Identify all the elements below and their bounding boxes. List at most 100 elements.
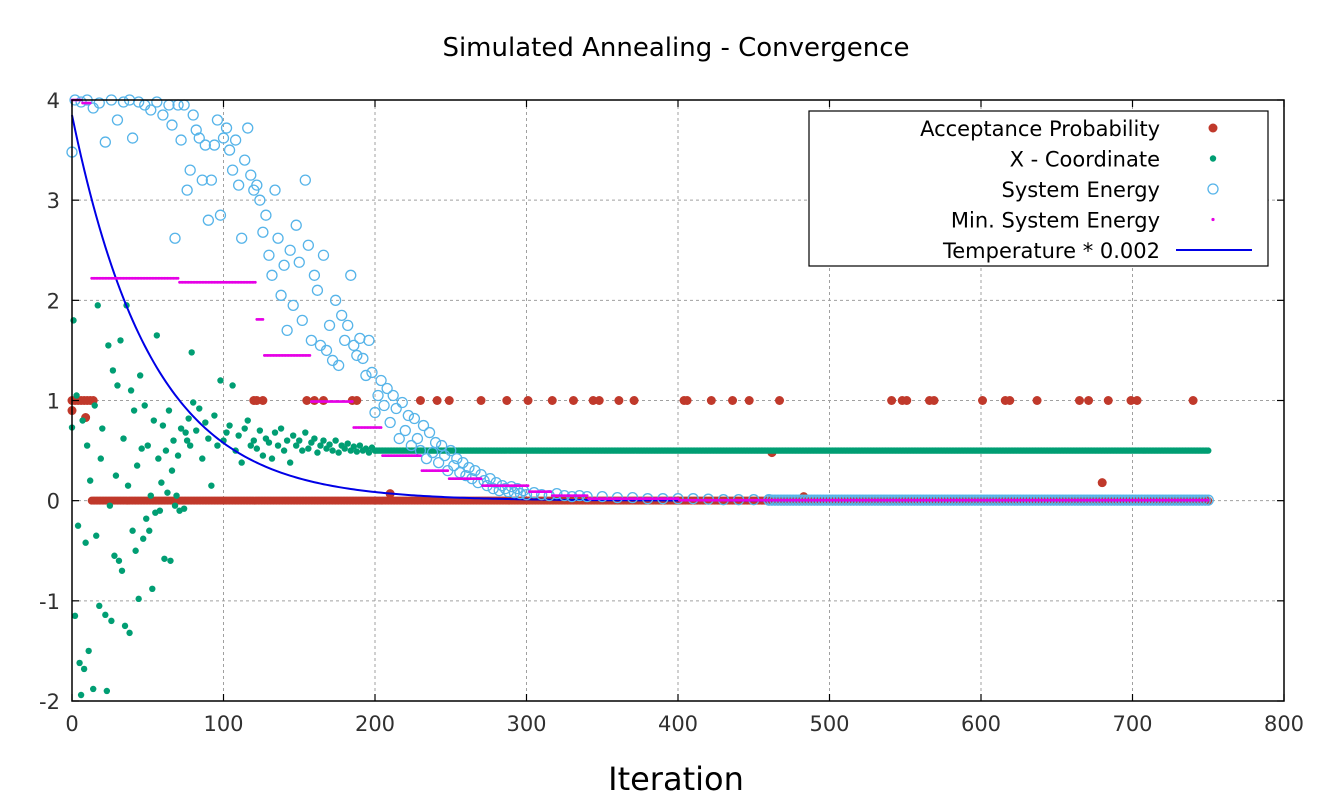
system-energy-point bbox=[499, 482, 511, 495]
y-tick-label: 1 bbox=[47, 390, 60, 414]
x-tick-label: 200 bbox=[355, 712, 395, 736]
y-tick-label: 2 bbox=[47, 289, 60, 313]
x-tick-label: 0 bbox=[65, 712, 78, 736]
x-coordinate-point bbox=[238, 459, 245, 466]
x-coordinate-point bbox=[97, 455, 104, 462]
x-coordinate-point bbox=[280, 447, 288, 454]
x-coordinate-point bbox=[332, 437, 339, 444]
system-energy-point bbox=[402, 409, 414, 422]
legend-label: Temperature * 0.002 bbox=[942, 239, 1160, 263]
system-energy-point bbox=[232, 179, 245, 191]
x-coordinate-point bbox=[302, 429, 309, 436]
system-energy-point bbox=[411, 432, 424, 445]
acceptance-point bbox=[302, 396, 312, 405]
x-coordinate-point bbox=[226, 422, 233, 429]
legend-marker bbox=[1211, 217, 1215, 222]
legend-label: Acceptance Probability bbox=[920, 117, 1160, 141]
acceptance-point bbox=[594, 396, 604, 405]
x-coordinate-point bbox=[244, 417, 251, 424]
x-coordinate-point bbox=[105, 342, 112, 349]
x-coordinate-point bbox=[146, 527, 153, 534]
legend-label: System Energy bbox=[1001, 178, 1160, 202]
system-energy-point bbox=[226, 164, 239, 176]
acceptance-point bbox=[1084, 396, 1094, 405]
x-coordinate-point bbox=[202, 419, 209, 426]
system-energy-point bbox=[339, 334, 351, 347]
system-energy-point bbox=[329, 294, 342, 306]
x-coordinate-point bbox=[256, 427, 264, 434]
system-energy-point bbox=[199, 139, 211, 151]
system-energy-point bbox=[278, 259, 290, 271]
system-energy-point bbox=[396, 396, 408, 409]
system-energy-point bbox=[423, 426, 436, 439]
legend-label: X - Coordinate bbox=[1010, 148, 1160, 172]
x-coordinate-point bbox=[135, 595, 142, 603]
x-coordinate-point bbox=[120, 435, 127, 442]
x-coordinate-point bbox=[253, 445, 261, 452]
acceptance-point bbox=[1188, 396, 1198, 405]
system-energy-point bbox=[287, 299, 299, 311]
x-tick-label: 600 bbox=[961, 712, 1001, 736]
x-coordinate-point bbox=[156, 507, 164, 514]
min-energy-point bbox=[526, 484, 530, 488]
x-coordinate-point bbox=[121, 622, 129, 630]
x-coordinate-point bbox=[186, 442, 194, 449]
acceptance-point bbox=[706, 396, 716, 405]
system-energy-point bbox=[272, 232, 284, 244]
x-coordinate-point bbox=[286, 459, 294, 466]
x-coordinate-point bbox=[117, 337, 124, 344]
acceptance-point bbox=[887, 396, 897, 405]
x-coordinate-point bbox=[76, 659, 83, 667]
system-energy-point bbox=[308, 269, 321, 281]
system-energy-point bbox=[93, 97, 105, 109]
x-coordinate-point bbox=[314, 449, 321, 456]
x-coordinate-point bbox=[170, 437, 177, 444]
chart-title: Simulated Annealing - Convergence bbox=[442, 33, 909, 63]
y-tick-label: 3 bbox=[47, 189, 60, 213]
x-coordinate-point bbox=[93, 532, 100, 539]
system-energy-point bbox=[317, 249, 330, 261]
acceptance-point bbox=[502, 396, 512, 405]
x-coordinate-point bbox=[138, 445, 145, 452]
system-energy-point bbox=[520, 489, 533, 501]
legend-marker bbox=[1207, 183, 1219, 195]
system-energy-point bbox=[196, 174, 208, 186]
x-coordinate-point bbox=[140, 535, 147, 542]
system-energy-point bbox=[175, 134, 187, 146]
acceptance-point bbox=[415, 396, 425, 405]
x-tick-label: 100 bbox=[203, 712, 243, 736]
min-energy-point bbox=[479, 477, 483, 481]
system-energy-point bbox=[514, 488, 527, 500]
system-energy-point bbox=[217, 132, 230, 144]
acceptance-point bbox=[1097, 478, 1107, 488]
x-coordinate-point bbox=[211, 412, 218, 419]
x-coordinate-point bbox=[133, 462, 141, 469]
acceptance-point bbox=[444, 396, 454, 405]
system-energy-point bbox=[260, 209, 272, 221]
x-coordinate-point bbox=[150, 417, 158, 424]
x-coordinate-point bbox=[94, 302, 101, 309]
x-coordinate-point bbox=[80, 665, 88, 673]
x-coordinate-point bbox=[126, 629, 133, 637]
system-energy-point bbox=[193, 132, 205, 144]
acceptance-point bbox=[568, 396, 578, 405]
x-coordinate-point bbox=[74, 522, 82, 529]
y-tick-label: -2 bbox=[39, 690, 60, 714]
x-coordinate-point bbox=[91, 402, 98, 409]
x-coordinate-point bbox=[180, 505, 188, 512]
system-energy-point bbox=[351, 349, 363, 362]
system-energy-point bbox=[111, 114, 124, 126]
system-energy-point bbox=[284, 244, 296, 256]
x-coordinate-point bbox=[79, 417, 86, 424]
x-coordinate-point bbox=[143, 515, 150, 522]
x-coordinate-point bbox=[299, 447, 306, 454]
system-energy-point bbox=[363, 334, 375, 347]
acceptance-point bbox=[682, 396, 692, 405]
acceptance-point bbox=[929, 396, 939, 405]
system-energy-point bbox=[384, 416, 396, 429]
x-coordinate-point bbox=[205, 435, 212, 442]
system-energy-point bbox=[348, 339, 360, 352]
system-energy-point bbox=[417, 419, 430, 432]
x-coordinate-point bbox=[350, 443, 357, 450]
